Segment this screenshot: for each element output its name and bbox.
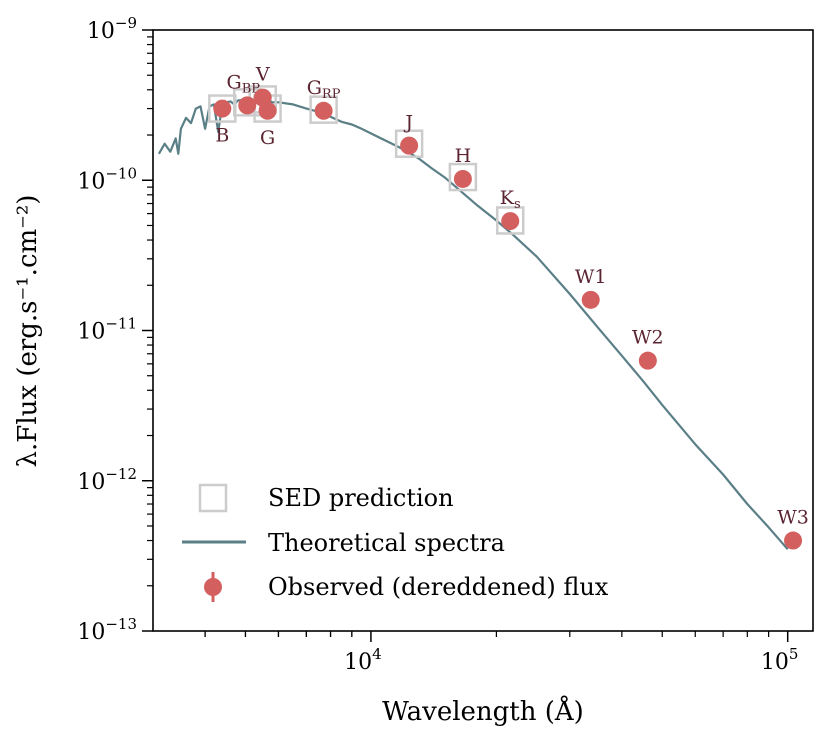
y-tick-label: 10−13 xyxy=(77,615,137,645)
legend-observed-label: Observed (dereddened) flux xyxy=(268,573,609,601)
minor-ticks xyxy=(147,36,770,637)
band-label-G: G xyxy=(260,127,275,149)
band-label-Ks: Ks xyxy=(500,187,521,212)
observed-flux-point-H xyxy=(453,169,472,188)
legend-sed-marker xyxy=(198,483,228,513)
observed-flux-point-GBP xyxy=(238,96,257,115)
observed-flux-point-W1 xyxy=(581,290,600,309)
band-label-W2: W2 xyxy=(632,327,664,349)
observed-layer xyxy=(213,88,803,550)
observed-flux-point-W3 xyxy=(784,531,803,550)
plot-frame xyxy=(152,29,814,632)
major-ticks xyxy=(142,29,789,642)
spectrum-layer xyxy=(157,97,789,551)
observed-flux-point-J xyxy=(400,136,419,155)
band-label-W3: W3 xyxy=(777,507,809,529)
x-tick-label: 104 xyxy=(344,645,382,675)
y-axis-label: λ.Flux (erg.s⁻¹.cm⁻²) xyxy=(13,195,43,468)
tick-labels: 104 105 10−9 10−10 10−11 10−12 10−13 xyxy=(77,14,798,675)
band-label-H: H xyxy=(455,145,472,167)
plot-area xyxy=(153,30,813,631)
y-tick-label: 10−10 xyxy=(77,164,137,194)
band-label-B: B xyxy=(215,125,229,147)
legend-sed-label: SED prediction xyxy=(268,484,454,512)
band-label-W1: W1 xyxy=(575,266,607,288)
y-tick-label: 10−9 xyxy=(87,14,137,44)
sed-prediction-marker xyxy=(495,206,525,235)
legend-spectrum-label: Theoretical spectra xyxy=(268,529,505,557)
sed-prediction-marker xyxy=(394,129,424,158)
legend-observed-marker xyxy=(204,578,222,596)
band-label-GBP: GBP xyxy=(227,71,261,96)
sed-prediction-marker xyxy=(448,162,478,192)
observed-flux-point-Ks xyxy=(501,212,520,231)
x-tick-label: 105 xyxy=(761,645,799,675)
x-axis-label: Wavelength (Å) xyxy=(382,695,584,727)
observed-flux-point-G xyxy=(258,101,277,120)
band-label-GRP: GRP xyxy=(307,77,341,102)
y-tick-label: 10−12 xyxy=(77,465,137,495)
band-label-V: V xyxy=(255,64,270,86)
band-label-J: J xyxy=(403,112,413,134)
theoretical-spectrum-line xyxy=(157,97,789,551)
sed-prediction-marker xyxy=(309,95,338,124)
legend: SED prediction Theoretical spectra Obser… xyxy=(182,483,609,602)
observed-flux-point-W2 xyxy=(638,351,657,370)
observed-flux-point-GRP xyxy=(314,101,333,120)
observed-flux-point-B xyxy=(213,99,232,118)
y-tick-label: 10−11 xyxy=(77,315,137,345)
